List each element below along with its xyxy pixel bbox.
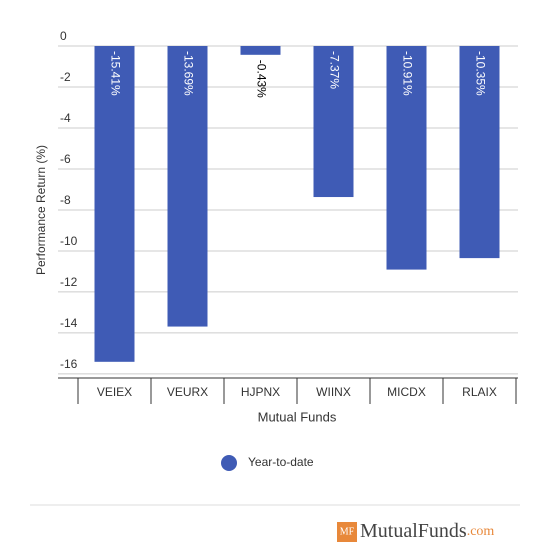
value-label: -0.43%	[254, 60, 268, 98]
x-tick-label: RLAIX	[462, 385, 497, 399]
bar	[459, 46, 500, 259]
bar	[240, 46, 281, 55]
value-label: -7.37%	[327, 51, 341, 89]
value-label: -10.91%	[400, 51, 414, 96]
value-label: -13.69%	[181, 51, 195, 96]
logo-text: MutualFunds.com	[360, 520, 494, 542]
y-tick-label: 0	[60, 29, 67, 43]
y-tick-label: -4	[60, 111, 71, 125]
y-tick-label: -14	[60, 316, 78, 330]
x-axis-label: Mutual Funds	[258, 409, 337, 424]
x-tick-label: VEIEX	[97, 385, 132, 399]
y-tick-label: -6	[60, 152, 71, 166]
logo-badge: MF	[340, 526, 355, 537]
x-tick-label: HJPNX	[241, 385, 280, 399]
y-tick-label: -2	[60, 70, 71, 84]
y-tick-label: -12	[60, 275, 78, 289]
y-tick-label: -8	[60, 193, 71, 207]
logo-main: MutualFunds	[360, 520, 467, 542]
logo-badge-bg	[337, 522, 357, 542]
y-tick-label: -10	[60, 234, 78, 248]
x-tick-label: MICDX	[387, 385, 426, 399]
logo-suffix: .com	[467, 524, 495, 539]
x-tick-label: WIINX	[316, 385, 351, 399]
y-axis-label: Performance Return (%)	[34, 145, 48, 275]
legend-marker	[221, 455, 237, 471]
bar	[386, 46, 427, 270]
bar	[313, 46, 354, 198]
legend-label: Year-to-date	[248, 455, 314, 469]
bar	[167, 46, 208, 327]
value-label: -10.35%	[473, 51, 487, 96]
x-tick-label: VEURX	[167, 385, 208, 399]
y-tick-label: -16	[60, 357, 78, 371]
bar	[94, 46, 135, 362]
value-label: -15.41%	[108, 51, 122, 96]
